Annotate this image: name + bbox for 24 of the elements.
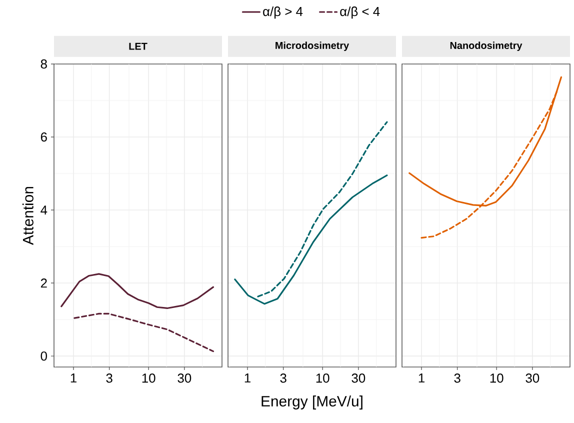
x-tick-label: 30 [526,374,540,383]
chart-title: LET [129,42,148,50]
y-tick-label: 8 [40,59,47,69]
y-axis-title: Attention [22,186,34,245]
x-tick-label: 1 [244,374,250,382]
x-tick-label: 3 [454,374,460,383]
x-tick-label: 30 [178,374,192,383]
x-tick-label: 3 [280,374,286,383]
x-tick-label: 10 [316,374,330,383]
legend-label: α/β < 4 [340,6,380,19]
chart-title: Nanodosimetry [450,42,522,51]
x-tick-label: 3 [106,374,112,383]
x-tick-label: 10 [142,374,156,383]
chart-title: Microdosimetry [276,42,350,51]
y-tick-label: 6 [40,132,47,142]
x-tick-label: 30 [352,374,366,383]
y-tick-label: 0 [40,351,47,361]
x-tick-label: 1 [418,374,424,382]
x-tick-label: 10 [490,374,504,383]
x-axis-title: Energy [MeV/u] [262,396,362,410]
y-tick-label: 2 [40,278,47,288]
x-tick-label: 1 [70,374,76,382]
legend-label: α/β > 4 [263,6,303,19]
y-tick-label: 4 [40,206,48,214]
